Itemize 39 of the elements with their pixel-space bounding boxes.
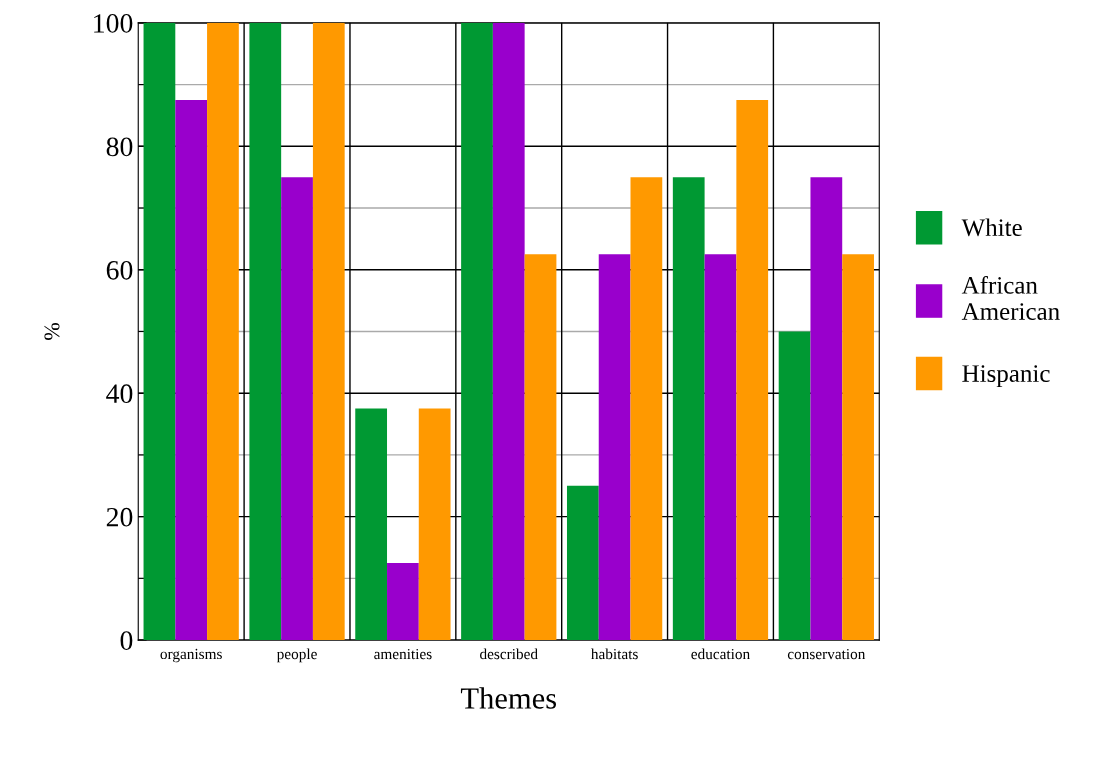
legend-label: African American — [961, 275, 1060, 320]
x-tick-label: described — [480, 648, 538, 660]
bar — [630, 177, 663, 641]
x-tick-label: education — [691, 648, 750, 660]
bar — [418, 408, 451, 641]
bar — [598, 254, 631, 641]
y-tick-label: 100 — [94, 14, 133, 33]
y-tick-label: 80 — [106, 137, 133, 157]
y-tick-label: 0 — [120, 631, 133, 650]
x-tick-label: organisms — [160, 648, 222, 663]
bar — [672, 177, 705, 641]
bar — [207, 22, 239, 641]
legend-label: Hispanic — [962, 365, 1050, 388]
bar — [524, 254, 557, 641]
bar — [842, 254, 874, 641]
x-axis-title: Themes — [460, 687, 557, 709]
y-axis-title: % — [44, 322, 60, 340]
bar — [461, 22, 493, 641]
bar — [312, 22, 345, 641]
bar — [736, 100, 769, 641]
bar — [175, 100, 208, 641]
bar — [704, 254, 737, 641]
bar — [778, 331, 811, 641]
legend-label: White — [961, 218, 1022, 237]
x-tick-label: conservation — [787, 648, 866, 660]
bar — [810, 177, 843, 641]
y-tick-label: 60 — [106, 260, 133, 280]
bar — [355, 408, 388, 641]
y-tick-label: 20 — [106, 507, 133, 527]
bar — [249, 22, 282, 641]
x-tick-label: people — [276, 648, 317, 663]
y-tick-label: 40 — [106, 384, 133, 404]
bar — [566, 485, 599, 641]
bar — [143, 22, 176, 641]
bar — [387, 562, 419, 641]
bar — [492, 22, 525, 641]
x-tick-label: amenities — [374, 648, 432, 660]
bar — [281, 177, 313, 641]
x-tick-label: habitats — [591, 648, 638, 660]
